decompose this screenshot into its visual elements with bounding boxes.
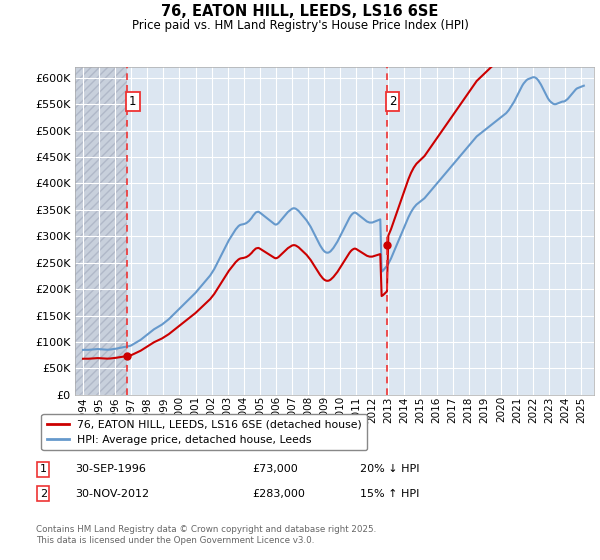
Text: £73,000: £73,000 xyxy=(252,464,298,474)
Bar xyxy=(75,67,127,395)
Text: 30-SEP-1996: 30-SEP-1996 xyxy=(75,464,146,474)
Legend: 76, EATON HILL, LEEDS, LS16 6SE (detached house), HPI: Average price, detached h: 76, EATON HILL, LEEDS, LS16 6SE (detache… xyxy=(41,414,367,450)
Text: 30-NOV-2012: 30-NOV-2012 xyxy=(75,489,149,499)
Text: 1: 1 xyxy=(40,464,47,474)
Text: 15% ↑ HPI: 15% ↑ HPI xyxy=(360,489,419,499)
Text: 2: 2 xyxy=(389,95,397,108)
Text: 2: 2 xyxy=(40,489,47,499)
Point xyxy=(122,352,132,361)
Text: £283,000: £283,000 xyxy=(252,489,305,499)
Text: Contains HM Land Registry data © Crown copyright and database right 2025.
This d: Contains HM Land Registry data © Crown c… xyxy=(36,525,376,545)
Text: Price paid vs. HM Land Registry's House Price Index (HPI): Price paid vs. HM Land Registry's House … xyxy=(131,19,469,32)
Text: 20% ↓ HPI: 20% ↓ HPI xyxy=(360,464,419,474)
Text: 76, EATON HILL, LEEDS, LS16 6SE: 76, EATON HILL, LEEDS, LS16 6SE xyxy=(161,4,439,20)
Point xyxy=(382,241,392,250)
Text: 1: 1 xyxy=(129,95,137,108)
